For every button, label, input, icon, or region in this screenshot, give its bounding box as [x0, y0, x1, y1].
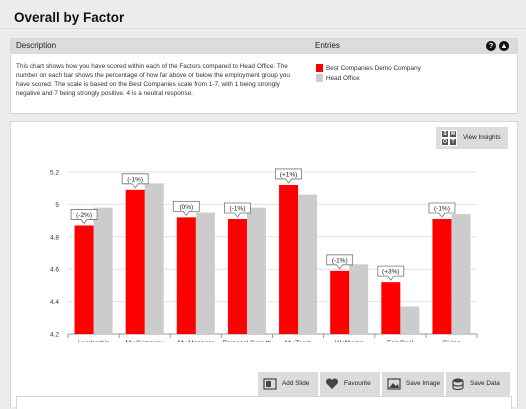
- favourite-button[interactable]: Favourite: [320, 372, 380, 396]
- x-tick-label: My Team: [285, 340, 311, 342]
- x-tick-label: My Manager: [178, 340, 215, 342]
- x-tick-label: Giving: [442, 340, 461, 342]
- y-tick-label: 4.2: [50, 332, 59, 339]
- action-bar: Add Slide Favourite Save Image Save Data: [258, 372, 510, 396]
- image-icon: [387, 378, 401, 390]
- data-label-callout: [172, 200, 200, 217]
- legend-label-company: Best Companies Demo Company: [326, 65, 421, 72]
- data-label: (-1%): [229, 205, 245, 212]
- bar-company: [381, 282, 401, 334]
- chart-footer-box: [16, 396, 512, 409]
- view-insights-button[interactable]: S W O T View Insights: [436, 127, 508, 149]
- bar-head-office: [93, 207, 113, 334]
- data-label-callout: [121, 173, 149, 189]
- save-data-button[interactable]: Save Data: [446, 372, 510, 396]
- bar-company: [279, 184, 299, 334]
- bar-head-office: [246, 207, 266, 334]
- page-title: Overall by Factor: [14, 10, 125, 25]
- swot-letter: O: [441, 138, 449, 146]
- swot-icon: S W O T: [441, 130, 457, 146]
- description-heading: Description: [16, 41, 57, 50]
- save-image-button[interactable]: Save Image: [382, 372, 444, 396]
- legend-swatch-head-office: [316, 74, 323, 82]
- data-label-callout: [326, 254, 354, 270]
- data-label-callout: [224, 202, 251, 218]
- y-tick-label: 4.6: [50, 267, 59, 274]
- bar-head-office: [451, 214, 471, 334]
- legend-label-head-office: Head Office: [326, 75, 360, 82]
- slide-icon: [263, 378, 277, 390]
- heart-icon: [325, 378, 339, 389]
- question-icon[interactable]: ?: [486, 41, 496, 51]
- chart-panel: S W O T View Insights 4.2 4.4 4.6 4.8 5 5.2 Le…: [10, 121, 518, 409]
- bar-head-office: [400, 306, 420, 334]
- bar-company: [125, 189, 145, 334]
- swot-letter: W: [449, 130, 457, 138]
- info-panel-header: Description Entries ? ▲: [11, 39, 517, 54]
- x-tick-label: Leadership: [77, 340, 110, 342]
- x-tick-label: Personal Growth: [223, 340, 272, 342]
- data-label: (-2%): [76, 212, 92, 219]
- swot-letter: S: [441, 130, 449, 138]
- bar-head-office: [298, 194, 318, 334]
- data-label: (0%): [179, 204, 193, 211]
- x-tick-label: Wellbeing: [335, 340, 364, 342]
- x-tick-label: Fair Deal: [387, 340, 414, 342]
- swot-letter: T: [449, 138, 457, 146]
- info-panel: Description Entries ? ▲ This chart shows…: [10, 38, 518, 114]
- data-label-callout: [428, 202, 456, 218]
- bar-company: [330, 270, 350, 334]
- factor-bar-chart: 4.2 4.4 4.6 4.8 5 5.2 Leadership (-2%) My Compan…: [50, 168, 478, 342]
- bar-company: [227, 218, 247, 334]
- y-tick-label: 4.8: [50, 234, 59, 241]
- data-label: (-1%): [127, 176, 143, 183]
- data-label: (-1%): [434, 205, 450, 212]
- data-label-callout: [377, 265, 405, 281]
- bar-company: [176, 217, 196, 334]
- data-label: (+3%): [382, 269, 400, 276]
- bar-company: [74, 225, 94, 334]
- y-tick-label: 4.4: [50, 299, 59, 306]
- save-image-label: Save Image: [406, 380, 441, 387]
- entries-heading: Entries: [315, 41, 340, 50]
- data-label-callout: [70, 209, 98, 225]
- x-tick-label: My Company: [126, 340, 165, 342]
- y-tick-label: 5: [55, 202, 59, 209]
- bar-company: [432, 218, 452, 334]
- legend-swatch-company: [316, 64, 323, 72]
- bar-head-office: [144, 183, 164, 334]
- favourite-label: Favourite: [344, 380, 371, 387]
- chevron-up-icon[interactable]: ▲: [499, 41, 509, 51]
- bar-head-office: [349, 264, 369, 334]
- add-slide-button[interactable]: Add Slide: [258, 372, 318, 396]
- y-tick-label: 5.2: [50, 170, 59, 177]
- view-insights-label: View Insights: [463, 134, 501, 141]
- database-icon: [452, 378, 464, 391]
- bar-head-office: [195, 212, 215, 334]
- data-label-callout: [275, 168, 302, 184]
- description-text: This chart shows how you have scored wit…: [16, 63, 290, 97]
- data-label: (-1%): [332, 257, 348, 264]
- title-divider: [0, 28, 526, 29]
- add-slide-label: Add Slide: [282, 380, 310, 387]
- data-label: (+1%): [280, 171, 298, 178]
- save-data-label: Save Data: [470, 380, 500, 387]
